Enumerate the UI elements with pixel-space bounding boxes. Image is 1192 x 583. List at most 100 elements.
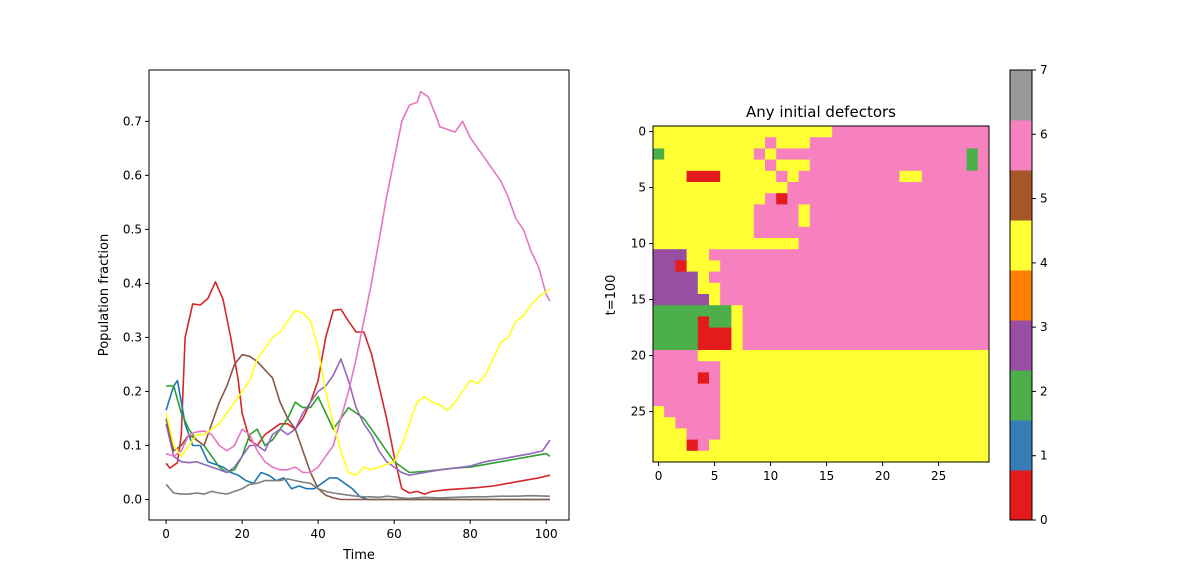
heatmap-cell (753, 439, 766, 452)
heatmap-cell (753, 406, 766, 418)
heatmap-cell (865, 294, 878, 306)
heatmap-cell (697, 316, 710, 328)
heatmap-cell (955, 282, 967, 295)
heatmap-cell (955, 372, 967, 384)
heatmap-cell (944, 305, 956, 317)
heatmap-cell (921, 439, 934, 452)
heatmap-cell (675, 170, 687, 183)
heatmap-cell (865, 215, 878, 228)
heatmap-cell (933, 439, 945, 452)
heatmap-cell (877, 271, 889, 284)
heatmap-cell (798, 350, 811, 362)
heatmap-cell (742, 383, 755, 396)
heatmap-cell (977, 182, 990, 194)
heatmap-cell (888, 350, 900, 362)
heatmap-cell (686, 361, 699, 373)
heatmap-cell (888, 305, 900, 317)
heatmap-cell (877, 249, 889, 261)
heatmap-cell (765, 450, 777, 463)
colorbar-bin-7 (1010, 120, 1032, 171)
y-tick-label-6: 0.6 (123, 168, 142, 182)
heatmap-cell (731, 204, 743, 216)
heatmap-cell (921, 417, 934, 429)
heatmap-cell (832, 383, 844, 396)
y-tick-label-3: 0.3 (123, 330, 142, 344)
heatmap-cell (798, 170, 811, 183)
line-chart-axes-frame (148, 69, 570, 521)
heatmap-cell (776, 439, 788, 452)
heatmap-cell (731, 182, 743, 194)
heatmap-cell (787, 148, 799, 160)
heatmap-cell (854, 282, 867, 295)
heatmap-cell (798, 372, 811, 384)
heatmap-cell (809, 361, 822, 373)
heatmap-cell (865, 226, 878, 239)
heatmap-cell (809, 226, 822, 239)
heatmap-cell (765, 271, 777, 284)
heatmap-cell (877, 215, 889, 228)
heatmap-cell (787, 226, 799, 239)
heatmap-cell (899, 148, 911, 160)
heatmap-cell (955, 350, 967, 362)
heatmap-cell (877, 126, 889, 138)
heatmap-cell (899, 394, 911, 407)
heatmap-cell (877, 170, 889, 183)
heatmap-cell (686, 305, 699, 317)
heatmap-cell (843, 282, 855, 295)
heatmap-cell (664, 338, 676, 351)
heatmap-cell (843, 372, 855, 384)
heatmap-cell (966, 249, 979, 261)
heatmap-cell (843, 215, 855, 228)
heatmap-cell (888, 215, 900, 228)
heatmap-cell (899, 417, 911, 429)
heatmap-cell (966, 394, 979, 407)
heatmap-x-tick-label-4: 20 (875, 469, 890, 483)
heatmap-cell (686, 226, 699, 239)
heatmap-cell (865, 148, 878, 160)
heatmap-cell (675, 305, 687, 317)
heatmap-cell (753, 417, 766, 429)
heatmap-cell (933, 193, 945, 205)
heatmap-cell (653, 204, 665, 216)
heatmap-cell (899, 249, 911, 261)
heatmap-cell (888, 249, 900, 261)
heatmap-cell (776, 193, 788, 205)
heatmap-cell (944, 361, 956, 373)
heatmap-cell (877, 406, 889, 418)
heatmap-cell (899, 204, 911, 216)
heatmap-cell (843, 294, 855, 306)
heatmap-cell (798, 238, 811, 250)
heatmap-cell (664, 350, 676, 362)
heatmap-cell (765, 428, 777, 440)
heatmap-cell (686, 350, 699, 362)
heatmap-cell (933, 338, 945, 351)
heatmap-cell (944, 394, 956, 407)
heatmap-cell (765, 439, 777, 452)
heatmap-cell (832, 327, 844, 340)
heatmap-cell (753, 260, 766, 272)
heatmap-cell (809, 372, 822, 384)
heatmap-cell (843, 394, 855, 407)
heatmap-cell (798, 159, 811, 172)
heatmap-cell (966, 215, 979, 228)
heatmap-cell (865, 182, 878, 194)
heatmap-cell (709, 394, 721, 407)
series-line-0 (165, 281, 551, 495)
heatmap-cell (731, 417, 743, 429)
heatmap-cell (720, 294, 732, 306)
heatmap-cell (765, 226, 777, 239)
heatmap-cell (709, 193, 721, 205)
heatmap-cell (865, 417, 878, 429)
heatmap-cell (832, 148, 844, 160)
heatmap-cell (742, 249, 755, 261)
heatmap-cell (675, 193, 687, 205)
heatmap-cell (765, 204, 777, 216)
series-line-6 (165, 478, 551, 500)
heatmap-cell (664, 126, 676, 138)
heatmap-cell (765, 406, 777, 418)
heatmap-cell (854, 372, 867, 384)
heatmap-cell (675, 282, 687, 295)
heatmap-cell (686, 148, 699, 160)
heatmap-cell (686, 294, 699, 306)
heatmap-cell (697, 417, 710, 429)
